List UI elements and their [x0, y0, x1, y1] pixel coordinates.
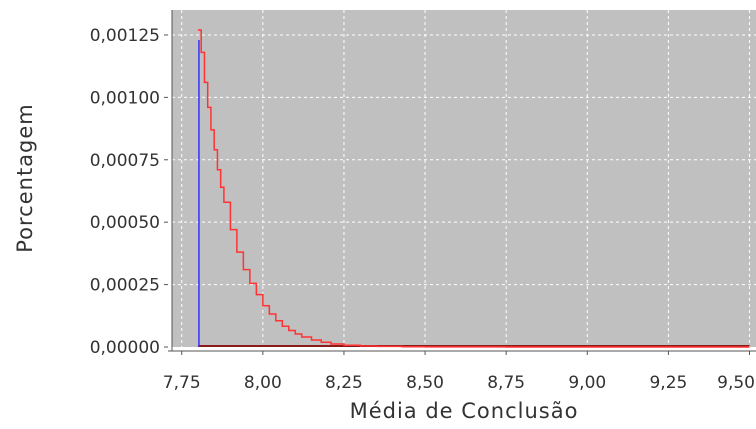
y-tick-label: 0,00025 [90, 276, 160, 296]
x-tick-label: 9,25 [649, 373, 687, 393]
y-tick-label: 0,00125 [90, 26, 160, 46]
x-tick-label: 8,00 [244, 373, 282, 393]
y-tick-label: 0,00075 [90, 151, 160, 171]
x-tick-label: 8,25 [325, 373, 363, 393]
plot-area [172, 10, 756, 347]
x-tick-label: 7,75 [163, 373, 201, 393]
x-tick-label: 8,75 [487, 373, 525, 393]
tick-labels: 7,75 8,00 8,25 8,50 8,75 9,00 9,25 9,50 0,00000 0… [90, 26, 755, 393]
y-tick-label: 0,00050 [90, 213, 160, 233]
x-axis-title: Média de Conclusão [350, 399, 579, 423]
series-layer [197, 29, 750, 348]
y-tick-label: 0,00100 [90, 88, 160, 108]
x-tick-label: 9,00 [568, 373, 606, 393]
y-axis-title: Porcentagem [13, 103, 37, 253]
series-line [197, 29, 750, 348]
x-tick-label: 8,50 [406, 373, 444, 393]
grid-lines [172, 10, 756, 347]
y-tick-label: 0,00000 [90, 338, 160, 358]
axes [168, 10, 756, 352]
x-tick-label: 9,50 [717, 373, 755, 393]
